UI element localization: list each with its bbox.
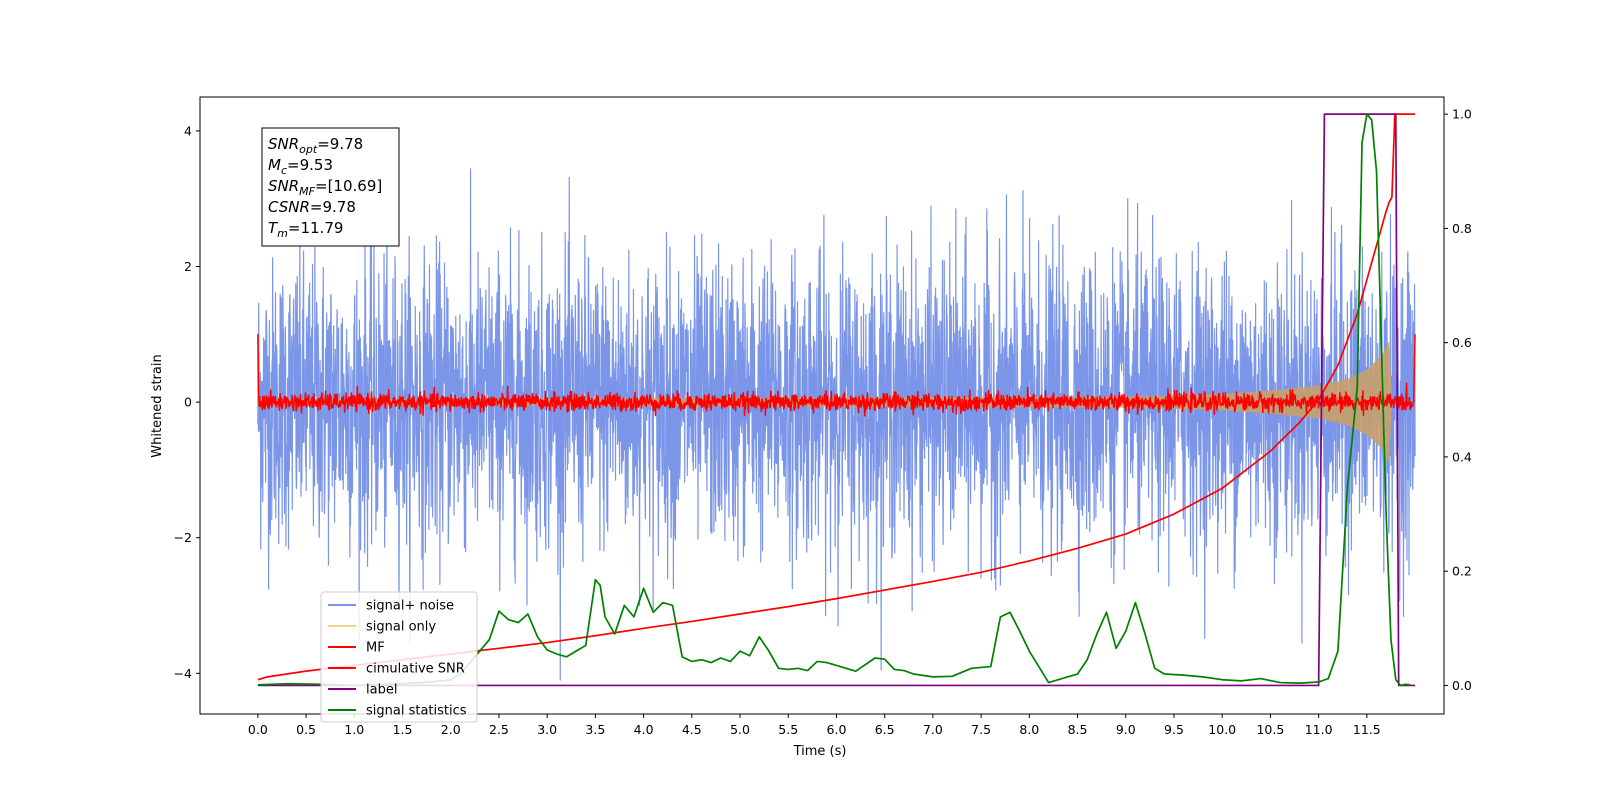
cumulative-snr-line — [257, 113, 1416, 681]
mf-line — [257, 334, 1416, 417]
x-tick-label: 6.5 — [875, 722, 895, 737]
legend: signal+ noise signal only MF cimulative SNR… — [320, 591, 478, 723]
legend-frame — [320, 591, 478, 723]
mf-series — [257, 334, 1416, 417]
x-tick-label: 3.0 — [537, 722, 557, 737]
y-left-tick-label: 2 — [184, 259, 192, 274]
annotation-line: SNRMF=[10.69] — [268, 177, 382, 198]
x-tick-label: 1.5 — [393, 722, 413, 737]
y-right-tick-label: 0.8 — [1452, 221, 1472, 236]
x-tick-label: 9.0 — [1116, 722, 1136, 737]
y-right-tick-label: 0.2 — [1452, 564, 1472, 579]
annotation-line: CSNR=9.78 — [268, 198, 356, 216]
x-tick-label: 2.5 — [489, 722, 509, 737]
legend-label: signal statistics — [366, 704, 467, 719]
y-right-tick-label: 0.4 — [1452, 449, 1472, 464]
x-axis-label: Time (s) — [793, 744, 847, 759]
x-tick-label: 7.0 — [923, 722, 943, 737]
x-tick-label: 5.0 — [730, 722, 750, 737]
legend-label: label — [366, 683, 397, 698]
y-axis-label: Whitened strain — [150, 354, 165, 457]
x-tick-label: 0.0 — [248, 722, 268, 737]
x-tick-label: 0.5 — [296, 722, 316, 737]
annotation-line: Tm=11.79 — [268, 219, 343, 240]
annotation-frame — [261, 127, 400, 247]
x-tick-label: 8.0 — [1019, 722, 1039, 737]
legend-label: MF — [366, 641, 385, 656]
legend-label: signal+ noise — [366, 599, 454, 614]
x-tick-label: 4.0 — [634, 722, 654, 737]
signal-statistics-line — [257, 113, 1411, 687]
y-left-tick-label: −2 — [174, 530, 192, 545]
x-tick-label: 7.5 — [971, 722, 991, 737]
annotation-line: Mc=9.53 — [268, 156, 333, 177]
y-left-tick-label: 4 — [184, 123, 192, 138]
y-axis-right: 0.0 0.2 0.4 0.6 0.8 1.0 — [1444, 107, 1472, 693]
x-tick-label: 8.5 — [1068, 722, 1088, 737]
right-axis-series — [257, 113, 1416, 687]
y-right-tick-label: 0.6 — [1452, 335, 1472, 350]
legend-label: cimulative SNR — [366, 662, 465, 677]
x-tick-label: 4.5 — [682, 722, 702, 737]
y-right-tick-label: 1.0 — [1452, 107, 1472, 122]
x-tick-label: 11.5 — [1353, 722, 1381, 737]
y-left-tick-label: −4 — [174, 666, 192, 681]
signal-noise-line — [257, 168, 1416, 681]
signal-noise-series — [257, 168, 1416, 681]
x-tick-label: 1.0 — [344, 722, 364, 737]
legend-label: signal only — [366, 620, 436, 635]
x-tick-label: 10.5 — [1256, 722, 1284, 737]
x-tick-label: 9.5 — [1164, 722, 1184, 737]
x-tick-label: 11.0 — [1305, 722, 1333, 737]
x-tick-label: 5.5 — [778, 722, 798, 737]
plot-area — [199, 96, 1445, 715]
x-tick-label: 2.0 — [441, 722, 461, 737]
x-tick-label: 10.0 — [1208, 722, 1236, 737]
x-tick-label: 6.0 — [827, 722, 847, 737]
y-axis-left: 4 2 0 −2 −4 — [174, 123, 200, 681]
y-right-tick-label: 0.0 — [1452, 678, 1472, 693]
annotation-line: SNRopt=9.78 — [268, 135, 363, 156]
y-left-tick-label: 0 — [184, 395, 192, 410]
plot-frame — [199, 96, 1445, 715]
annotation-box: SNRopt=9.78Mc=9.53SNRMF=[10.69]CSNR=9.78… — [261, 127, 400, 247]
x-tick-label: 3.5 — [585, 722, 605, 737]
x-axis: 0.0 0.5 1.0 1.5 2.0 2.5 3.0 3.5 4.0 4.5 5.0 5.5 6.0 6… — [248, 714, 1381, 737]
